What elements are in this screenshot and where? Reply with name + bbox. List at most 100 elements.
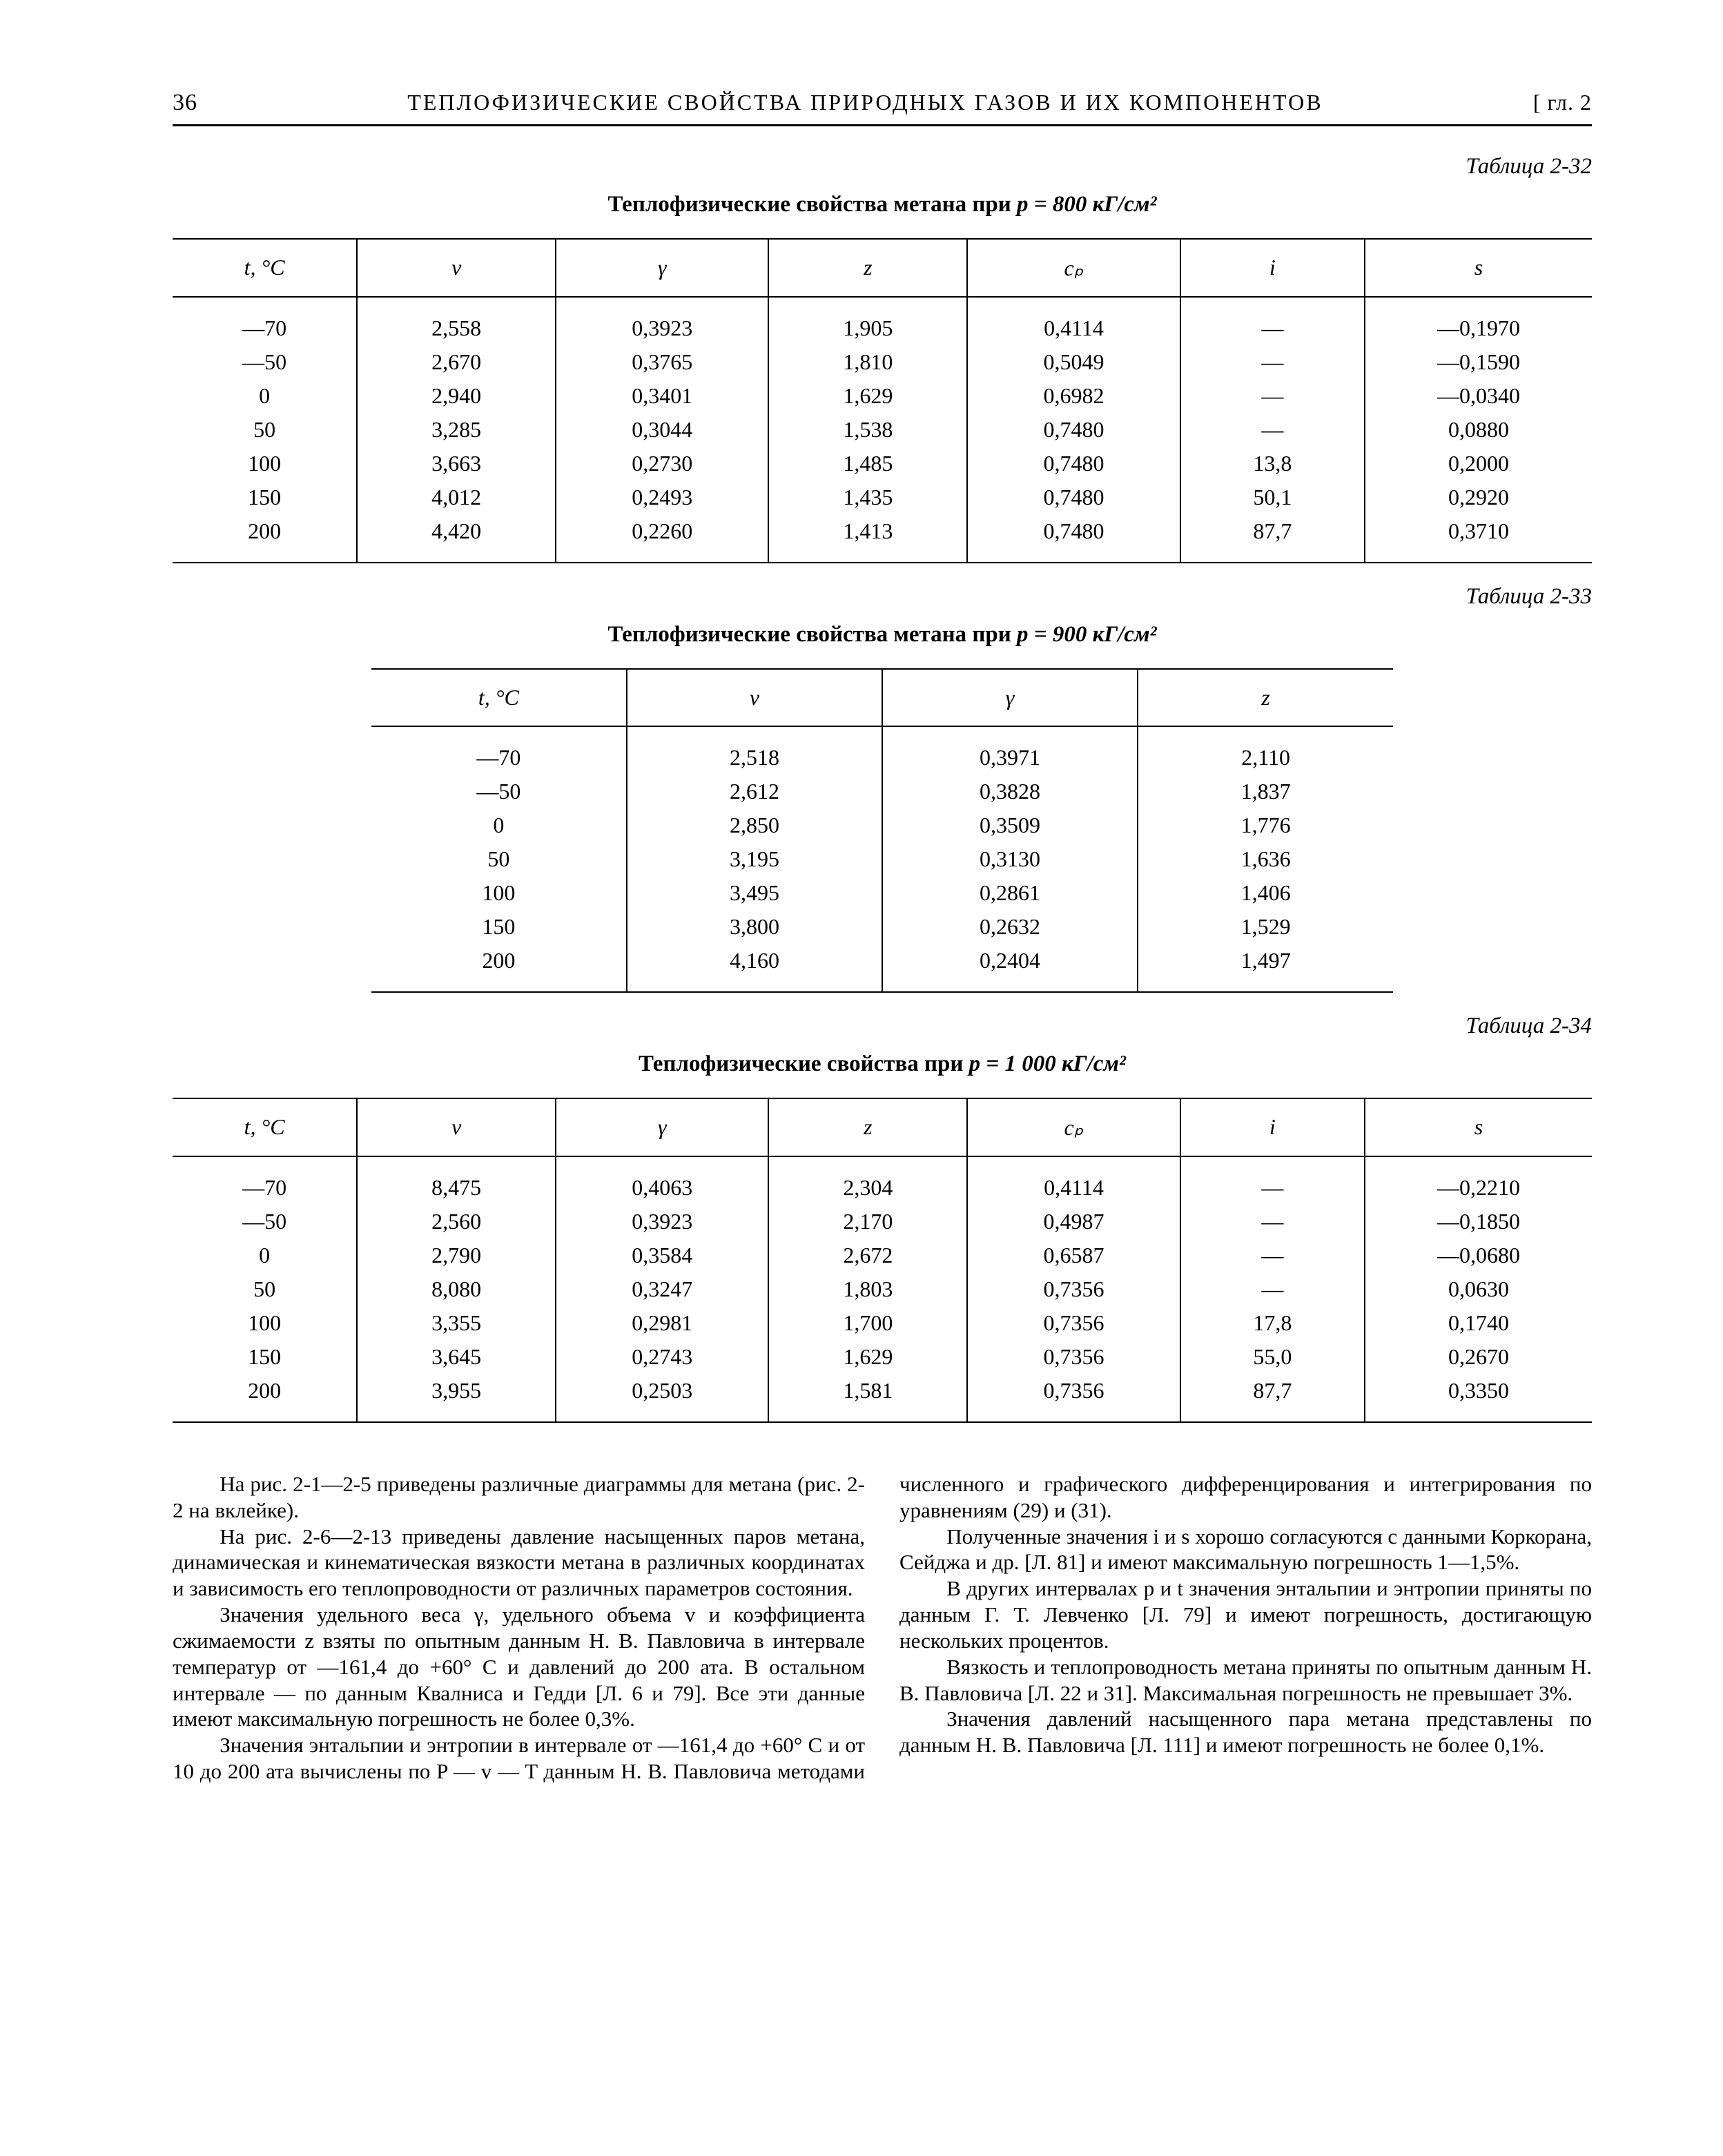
body-para: На рис. 2-1—2-5 приведены различные диаг… bbox=[173, 1471, 865, 1524]
table-34-col: t, °C bbox=[173, 1098, 357, 1156]
table-32: t, °C v γ z cₚ i s —702,5580,39231,9050,… bbox=[173, 238, 1592, 563]
table-cell: 0,3923 bbox=[556, 297, 768, 345]
table-cell: 0,3584 bbox=[556, 1239, 768, 1272]
table-cell: 1,497 bbox=[1138, 944, 1393, 992]
table-33-caption-b: p = 900 кГ/см² bbox=[1017, 622, 1157, 647]
body-text: На рис. 2-1—2-5 приведены различные диаг… bbox=[173, 1471, 1592, 1785]
table-cell: 100 bbox=[371, 876, 627, 910]
table-33-col: z bbox=[1138, 669, 1393, 726]
body-para: Полученные значения i и s хорошо согласу… bbox=[899, 1524, 1592, 1576]
table-cell: 0,2920 bbox=[1365, 480, 1592, 514]
table-row: 1003,3550,29811,7000,735617,80,1740 bbox=[173, 1306, 1592, 1340]
table-cell: —0,1970 bbox=[1365, 297, 1592, 345]
table-cell: — bbox=[1180, 1156, 1365, 1205]
table-cell: —50 bbox=[173, 1205, 357, 1239]
table-cell: 0,2493 bbox=[556, 480, 768, 514]
table-cell: 2,558 bbox=[357, 297, 556, 345]
table-cell: 0,7480 bbox=[967, 514, 1180, 563]
table-32-col: t, °C bbox=[173, 239, 357, 297]
table-row: 1503,6450,27431,6290,735655,00,2670 bbox=[173, 1340, 1592, 1374]
table-cell: 2,110 bbox=[1138, 726, 1393, 775]
table-cell: 1,629 bbox=[768, 1340, 967, 1374]
table-cell: 50 bbox=[173, 1272, 357, 1306]
table-cell: 3,645 bbox=[357, 1340, 556, 1374]
table-cell: 1,435 bbox=[768, 480, 967, 514]
table-cell: 1,538 bbox=[768, 413, 967, 447]
table-cell: 0,4114 bbox=[967, 1156, 1180, 1205]
table-cell: 50,1 bbox=[1180, 480, 1365, 514]
table-cell: 0,4987 bbox=[967, 1205, 1180, 1239]
table-cell: 0,3710 bbox=[1365, 514, 1592, 563]
table-cell: 2,790 bbox=[357, 1239, 556, 1272]
table-33: t, °C v γ z —702,5180,39712,110—502,6120… bbox=[371, 668, 1393, 993]
table-cell: 0 bbox=[371, 808, 627, 842]
table-cell: 4,160 bbox=[627, 944, 882, 992]
table-33-col: v bbox=[627, 669, 882, 726]
table-row: 2003,9550,25031,5810,735687,70,3350 bbox=[173, 1374, 1592, 1422]
table-cell: 1,905 bbox=[768, 297, 967, 345]
table-cell: 1,700 bbox=[768, 1306, 967, 1340]
table-32-col: s bbox=[1365, 239, 1592, 297]
table-cell: 8,475 bbox=[357, 1156, 556, 1205]
table-34-col: v bbox=[357, 1098, 556, 1156]
table-34-col: i bbox=[1180, 1098, 1365, 1156]
table-cell: 100 bbox=[173, 447, 357, 480]
table-cell: —50 bbox=[173, 345, 357, 379]
table-row: 2004,4200,22601,4130,748087,70,3710 bbox=[173, 514, 1592, 563]
table-cell: 0,2730 bbox=[556, 447, 768, 480]
table-cell: 1,629 bbox=[768, 379, 967, 413]
table-row: 02,8500,35091,776 bbox=[371, 808, 1393, 842]
table-cell: 55,0 bbox=[1180, 1340, 1365, 1374]
table-cell: 8,080 bbox=[357, 1272, 556, 1306]
table-row: —702,5180,39712,110 bbox=[371, 726, 1393, 775]
table-row: 1504,0120,24931,4350,748050,10,2920 bbox=[173, 480, 1592, 514]
table-cell: 3,195 bbox=[627, 842, 882, 876]
table-cell: 4,420 bbox=[357, 514, 556, 563]
table-row: 503,1950,31301,636 bbox=[371, 842, 1393, 876]
table-cell: 0,5049 bbox=[967, 345, 1180, 379]
table-cell: 0,7480 bbox=[967, 447, 1180, 480]
table-cell: —70 bbox=[173, 1156, 357, 1205]
table-cell: 0,7356 bbox=[967, 1374, 1180, 1422]
table-cell: 0,3044 bbox=[556, 413, 768, 447]
table-row: 02,7900,35842,6720,6587——0,0680 bbox=[173, 1239, 1592, 1272]
table-cell: 0 bbox=[173, 1239, 357, 1272]
table-cell: 0,0880 bbox=[1365, 413, 1592, 447]
table-cell: 1,803 bbox=[768, 1272, 967, 1306]
table-cell: 0,4114 bbox=[967, 297, 1180, 345]
chapter-mark: [ гл. 2 bbox=[1533, 90, 1592, 115]
table-cell: 0,1740 bbox=[1365, 1306, 1592, 1340]
table-cell: — bbox=[1180, 1272, 1365, 1306]
table-cell: 4,012 bbox=[357, 480, 556, 514]
body-para: В других интервалах p и t значения энтал… bbox=[899, 1575, 1592, 1653]
table-cell: — bbox=[1180, 1205, 1365, 1239]
table-cell: 0,3923 bbox=[556, 1205, 768, 1239]
table-cell: 1,406 bbox=[1138, 876, 1393, 910]
table-row: 503,2850,30441,5380,7480—0,0880 bbox=[173, 413, 1592, 447]
table-cell: 2,518 bbox=[627, 726, 882, 775]
table-cell: 2,940 bbox=[357, 379, 556, 413]
table-cell: 0,2861 bbox=[882, 876, 1138, 910]
table-cell: — bbox=[1180, 379, 1365, 413]
table-cell: 1,581 bbox=[768, 1374, 967, 1422]
table-cell: 0,3247 bbox=[556, 1272, 768, 1306]
table-32-label: Таблица 2-32 bbox=[173, 154, 1592, 179]
body-para: Значения давлений насыщенного пара метан… bbox=[899, 1706, 1592, 1758]
table-cell: 17,8 bbox=[1180, 1306, 1365, 1340]
table-cell: 0,2632 bbox=[882, 910, 1138, 944]
table-cell: 0,3971 bbox=[882, 726, 1138, 775]
body-para: Значения удельного веса γ, удельного объ… bbox=[173, 1602, 865, 1732]
table-cell: 0,3350 bbox=[1365, 1374, 1592, 1422]
table-row: —502,6700,37651,8100,5049——0,1590 bbox=[173, 345, 1592, 379]
table-cell: 150 bbox=[173, 480, 357, 514]
table-cell: 0,4063 bbox=[556, 1156, 768, 1205]
table-33-caption-a: Теплофизические свойства метана при bbox=[607, 622, 1017, 647]
table-cell: 0 bbox=[173, 379, 357, 413]
table-cell: — bbox=[1180, 1239, 1365, 1272]
table-cell: 2,672 bbox=[768, 1239, 967, 1272]
table-cell: 1,529 bbox=[1138, 910, 1393, 944]
table-cell: 2,304 bbox=[768, 1156, 967, 1205]
body-para: Вязкость и теплопроводность метана приня… bbox=[899, 1654, 1592, 1707]
table-34: t, °C v γ z cₚ i s —708,4750,40632,3040,… bbox=[173, 1098, 1592, 1423]
table-cell: 0,3401 bbox=[556, 379, 768, 413]
